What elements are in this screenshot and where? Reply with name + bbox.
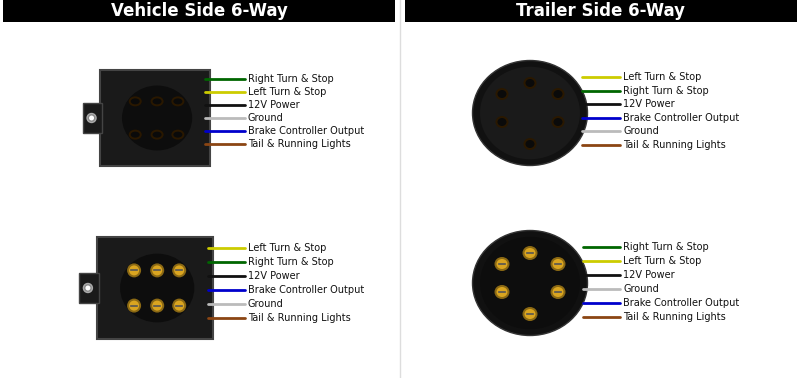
Bar [79, 273, 99, 304]
Bar [83, 104, 102, 133]
Ellipse shape [174, 301, 184, 311]
Ellipse shape [150, 96, 163, 106]
Ellipse shape [495, 116, 509, 128]
Text: 12V Power: 12V Power [623, 270, 674, 280]
Ellipse shape [171, 130, 184, 139]
Ellipse shape [494, 285, 510, 299]
Ellipse shape [497, 259, 507, 269]
Text: 12V Power: 12V Power [623, 99, 674, 109]
Bar [98, 237, 213, 339]
Ellipse shape [89, 116, 94, 121]
Text: 12V Power: 12V Power [248, 271, 300, 281]
Ellipse shape [150, 130, 163, 139]
Ellipse shape [498, 118, 506, 126]
Ellipse shape [174, 265, 184, 276]
Ellipse shape [153, 98, 162, 104]
Text: Vehicle Side 6-Way: Vehicle Side 6-Way [110, 2, 287, 20]
Text: Tail & Running Lights: Tail & Running Lights [248, 313, 350, 323]
Ellipse shape [497, 287, 507, 297]
Bar [101, 70, 210, 166]
Text: Left Turn & Stop: Left Turn & Stop [623, 256, 702, 266]
Text: Right Turn & Stop: Right Turn & Stop [248, 74, 334, 84]
Ellipse shape [83, 284, 93, 293]
Ellipse shape [87, 113, 96, 122]
Ellipse shape [130, 98, 140, 104]
Ellipse shape [480, 237, 580, 329]
Ellipse shape [473, 60, 587, 166]
Ellipse shape [150, 299, 164, 313]
Ellipse shape [498, 90, 506, 98]
Text: Ground: Ground [623, 284, 658, 294]
Ellipse shape [526, 79, 534, 87]
Ellipse shape [172, 263, 186, 277]
Ellipse shape [86, 285, 90, 291]
Ellipse shape [495, 88, 509, 100]
Bar [405, 0, 797, 22]
Ellipse shape [153, 132, 162, 138]
Text: Brake Controller Output: Brake Controller Output [623, 113, 739, 123]
Text: Brake Controller Output: Brake Controller Output [248, 285, 364, 295]
Ellipse shape [551, 116, 565, 128]
Ellipse shape [473, 231, 587, 336]
Text: Left Turn & Stop: Left Turn & Stop [248, 243, 326, 253]
Ellipse shape [551, 88, 565, 100]
Ellipse shape [522, 307, 538, 321]
Ellipse shape [494, 257, 510, 271]
Ellipse shape [174, 132, 182, 138]
Ellipse shape [130, 132, 140, 138]
Ellipse shape [127, 263, 141, 277]
Text: 12V Power: 12V Power [248, 100, 300, 110]
Ellipse shape [523, 138, 537, 150]
Ellipse shape [171, 96, 184, 106]
Text: Trailer Side 6-Way: Trailer Side 6-Way [517, 2, 686, 20]
Ellipse shape [480, 67, 580, 159]
Ellipse shape [152, 265, 162, 276]
Text: Left Turn & Stop: Left Turn & Stop [623, 72, 702, 82]
Ellipse shape [525, 309, 535, 319]
Ellipse shape [127, 299, 141, 313]
Ellipse shape [523, 77, 537, 89]
Text: Ground: Ground [623, 126, 658, 136]
Ellipse shape [120, 254, 194, 322]
Ellipse shape [550, 285, 566, 299]
Ellipse shape [174, 98, 182, 104]
Text: Tail & Running Lights: Tail & Running Lights [623, 312, 726, 322]
Ellipse shape [129, 130, 142, 139]
Ellipse shape [553, 259, 563, 269]
Text: Brake Controller Output: Brake Controller Output [623, 298, 739, 308]
Ellipse shape [554, 118, 562, 126]
Text: Left Turn & Stop: Left Turn & Stop [248, 87, 326, 97]
Text: Right Turn & Stop: Right Turn & Stop [248, 257, 334, 267]
Ellipse shape [172, 299, 186, 313]
Ellipse shape [122, 85, 192, 150]
Ellipse shape [553, 287, 563, 297]
Text: Right Turn & Stop: Right Turn & Stop [623, 242, 709, 252]
Text: Tail & Running Lights: Tail & Running Lights [248, 139, 350, 149]
Text: Tail & Running Lights: Tail & Running Lights [623, 140, 726, 150]
Text: Right Turn & Stop: Right Turn & Stop [623, 86, 709, 96]
Ellipse shape [129, 265, 139, 276]
Ellipse shape [150, 263, 164, 277]
Ellipse shape [522, 246, 538, 260]
Ellipse shape [526, 140, 534, 148]
Bar [3, 0, 395, 22]
Text: Ground: Ground [248, 299, 284, 309]
Ellipse shape [129, 301, 139, 311]
Ellipse shape [129, 96, 142, 106]
Ellipse shape [554, 90, 562, 98]
Ellipse shape [525, 248, 535, 258]
Text: Ground: Ground [248, 113, 284, 123]
Text: Brake Controller Output: Brake Controller Output [248, 126, 364, 136]
Ellipse shape [152, 301, 162, 311]
Ellipse shape [550, 257, 566, 271]
